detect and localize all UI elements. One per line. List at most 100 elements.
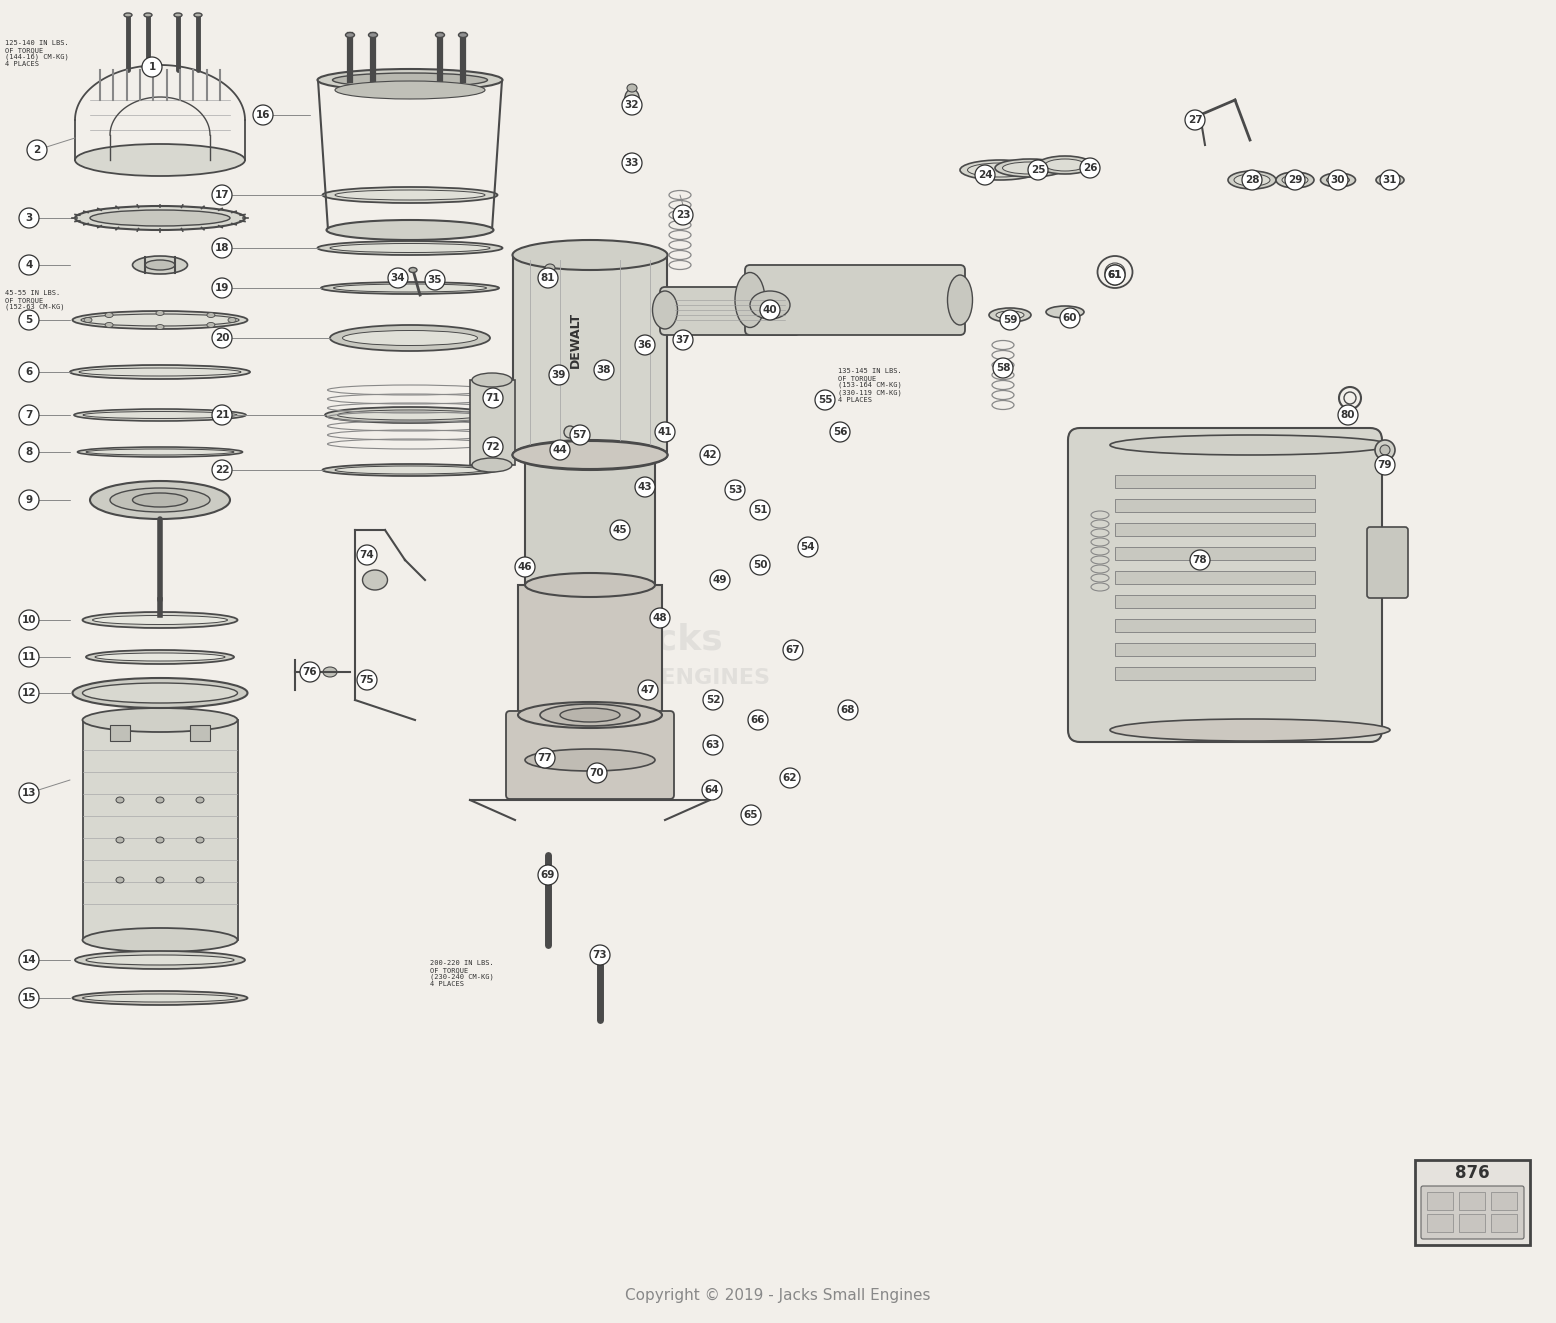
Circle shape [19, 647, 39, 667]
Ellipse shape [117, 877, 124, 882]
Ellipse shape [333, 284, 487, 292]
Circle shape [798, 537, 818, 557]
Circle shape [19, 363, 39, 382]
Circle shape [538, 865, 559, 885]
Text: 57: 57 [573, 430, 587, 441]
Text: 13: 13 [22, 789, 36, 798]
Ellipse shape [322, 187, 498, 202]
Text: 49: 49 [713, 576, 727, 585]
Text: SMALL ENGINES: SMALL ENGINES [569, 668, 770, 688]
Ellipse shape [132, 493, 188, 507]
Bar [1427, 1215, 1453, 1232]
Text: 18: 18 [215, 243, 229, 253]
Text: 45-55 IN LBS.
OF TORQUE
(152-63 CM-KG): 45-55 IN LBS. OF TORQUE (152-63 CM-KG) [5, 290, 64, 311]
Text: 62: 62 [783, 773, 797, 783]
Ellipse shape [540, 704, 640, 726]
Text: DEWALT: DEWALT [568, 312, 582, 368]
Circle shape [1060, 308, 1080, 328]
Ellipse shape [345, 33, 355, 37]
Ellipse shape [321, 282, 499, 294]
Bar [1116, 667, 1315, 680]
Ellipse shape [322, 464, 498, 476]
Text: 35: 35 [428, 275, 442, 284]
Text: 34: 34 [391, 273, 405, 283]
Ellipse shape [960, 160, 1039, 180]
Circle shape [590, 945, 610, 964]
Circle shape [212, 460, 232, 480]
Circle shape [19, 783, 39, 803]
Ellipse shape [1109, 435, 1390, 455]
Ellipse shape [145, 261, 174, 270]
Ellipse shape [86, 448, 233, 455]
Circle shape [750, 500, 770, 520]
Ellipse shape [996, 311, 1024, 319]
Ellipse shape [124, 13, 132, 17]
Circle shape [1029, 160, 1049, 180]
Text: 28: 28 [1245, 175, 1259, 185]
Circle shape [750, 556, 770, 576]
Circle shape [254, 105, 272, 124]
Ellipse shape [196, 837, 204, 843]
Ellipse shape [1376, 175, 1404, 187]
Text: 79: 79 [1377, 460, 1393, 470]
Circle shape [425, 270, 445, 290]
Ellipse shape [82, 994, 238, 1002]
Text: 37: 37 [675, 335, 691, 345]
Text: 10: 10 [22, 615, 36, 624]
Text: 64: 64 [705, 785, 719, 795]
Circle shape [482, 437, 503, 456]
Text: 26: 26 [1083, 163, 1097, 173]
Text: 71: 71 [485, 393, 501, 404]
Circle shape [535, 747, 555, 767]
FancyBboxPatch shape [1421, 1185, 1523, 1240]
Ellipse shape [174, 13, 182, 17]
Ellipse shape [1046, 306, 1085, 318]
Circle shape [829, 422, 850, 442]
Ellipse shape [1109, 718, 1390, 741]
Text: 47: 47 [641, 685, 655, 695]
Ellipse shape [92, 615, 227, 624]
Text: 19: 19 [215, 283, 229, 292]
Circle shape [622, 95, 643, 115]
Circle shape [19, 950, 39, 970]
Text: 67: 67 [786, 646, 800, 655]
Text: 25: 25 [1030, 165, 1046, 175]
Circle shape [1376, 455, 1396, 475]
Text: 31: 31 [1383, 175, 1397, 185]
Text: 54: 54 [801, 542, 815, 552]
Circle shape [482, 388, 503, 407]
Text: 15: 15 [22, 994, 36, 1003]
Bar [513, 255, 668, 455]
Ellipse shape [75, 144, 244, 176]
Circle shape [976, 165, 994, 185]
Circle shape [212, 405, 232, 425]
Circle shape [212, 185, 232, 205]
Ellipse shape [156, 837, 163, 843]
Text: 77: 77 [538, 753, 552, 763]
Ellipse shape [156, 877, 163, 882]
Text: 53: 53 [728, 486, 742, 495]
Text: 27: 27 [1187, 115, 1203, 124]
Ellipse shape [95, 654, 226, 662]
Ellipse shape [70, 365, 251, 378]
Text: 43: 43 [638, 482, 652, 492]
Ellipse shape [471, 373, 512, 388]
Ellipse shape [1046, 159, 1085, 171]
Ellipse shape [86, 955, 233, 964]
Bar [1116, 546, 1315, 560]
Ellipse shape [330, 243, 490, 253]
Bar [1116, 643, 1315, 656]
Circle shape [780, 767, 800, 789]
Ellipse shape [325, 407, 495, 423]
Circle shape [1285, 169, 1305, 191]
Ellipse shape [333, 73, 487, 87]
Circle shape [674, 205, 692, 225]
Text: 75: 75 [359, 675, 375, 685]
Circle shape [19, 610, 39, 630]
Text: 42: 42 [703, 450, 717, 460]
Ellipse shape [512, 441, 668, 468]
Circle shape [19, 310, 39, 329]
Ellipse shape [78, 447, 243, 456]
Bar [1116, 499, 1315, 512]
Ellipse shape [560, 708, 619, 722]
